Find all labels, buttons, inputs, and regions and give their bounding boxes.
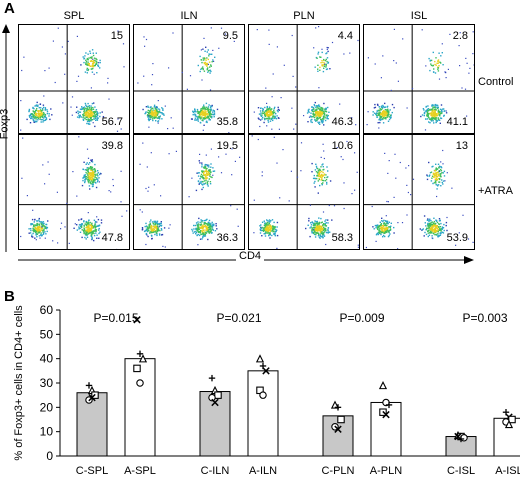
bar-c-spl [76, 392, 108, 457]
quadrant-lower-right-value: 53.9 [446, 232, 468, 244]
y-tick-label: 40 [40, 352, 54, 366]
column-header-isl: ISL [410, 10, 428, 22]
quadrant-lower-right-value: 47.8 [101, 232, 123, 244]
data-point-triangle [330, 400, 340, 409]
data-point-circle [460, 434, 468, 442]
column-header-iln: ILN [180, 10, 198, 22]
data-point-cross [88, 393, 96, 402]
y-tick-label: 10 [40, 425, 54, 439]
x-tick-label: A-SPL [124, 465, 156, 477]
data-point-cross [133, 316, 141, 324]
column-header-spl: SPL [63, 10, 85, 22]
quadrant-upper-right-value: 4.4 [337, 30, 353, 42]
data-point-circle [259, 391, 267, 399]
bar-c-pln [322, 415, 354, 457]
data-point-triangle [504, 419, 514, 429]
x-tick-label: C-ILN [201, 465, 230, 477]
y-tick-label: 50 [40, 327, 54, 341]
y-axis-label: % of Foxp3+ cells in CD4+ cells [13, 305, 25, 461]
flow-panel-atra-pln: 10.6 58.3 [248, 134, 360, 250]
data-point-square [214, 391, 222, 399]
quadrant-lower-right-value: 56.7 [101, 116, 123, 128]
foxp3-axis-label: Foxp3 [0, 108, 11, 140]
quadrant-upper-right-value: 9.5 [222, 30, 238, 42]
x-tick-label: C-PLN [321, 465, 354, 477]
quadrant-lower-right-value: 58.3 [331, 232, 353, 244]
foxp3-axis-arrow [2, 24, 10, 252]
data-point-square [133, 364, 141, 373]
quadrant-upper-right-value: 10.6 [331, 140, 353, 152]
data-point-circle [208, 393, 216, 402]
bar-a-spl [124, 358, 156, 457]
flow-panel-atra-spl: 39.8 47.8 [18, 134, 130, 250]
data-point-plus [136, 350, 144, 357]
data-point-square [337, 415, 345, 424]
panel-a-letter: A [4, 0, 15, 17]
x-tick-label: A-PLN [370, 465, 402, 477]
x-tick-label: C-ISL [447, 465, 475, 477]
data-point-plus [85, 382, 93, 389]
flow-panel-atra-iln: 19.5 36.3 [133, 134, 245, 250]
row-label-control: Control [478, 76, 514, 88]
bar-c-iln [199, 391, 231, 457]
quadrant-upper-right-value: 2.8 [452, 30, 468, 42]
flow-panel-control-pln: 4.4 46.3 [248, 24, 360, 134]
quadrant-lower-right-value: 46.3 [331, 116, 353, 128]
flow-panel-atra-isl: 13 53.9 [363, 134, 475, 250]
data-point-triangle [378, 381, 388, 390]
y-tick-label: 60 [40, 303, 54, 317]
flow-panel-control-spl: 15 56.7 [18, 24, 130, 134]
x-tick-label: A-ILN [249, 465, 277, 477]
y-tick-label: 20 [40, 400, 54, 414]
quadrant-lower-right-value: 36.3 [216, 232, 238, 244]
quadrant-upper-right-value: 15 [110, 30, 123, 42]
data-point-plus [457, 435, 465, 443]
data-point-cross [262, 367, 270, 375]
bar-chart: 0 10 20 30 40 50 60 % of Foxp3+ cells in CD4+ c… [13, 303, 520, 477]
quadrant-upper-right-value: 39.8 [101, 140, 123, 152]
data-point-circle [136, 379, 144, 387]
data-point-plus [208, 374, 216, 382]
p-value-label: P=0.003 [462, 311, 507, 325]
row-label-atra: +ATRA [478, 185, 513, 197]
data-point-plus [334, 404, 342, 411]
x-tick-label: C-SPL [76, 465, 108, 477]
x-tick-label: A-ISL [495, 465, 520, 477]
data-point-cross [211, 398, 219, 407]
data-point-triangle [255, 354, 265, 363]
data-point-cross [382, 410, 390, 419]
quadrant-upper-right-value: 19.5 [216, 140, 238, 152]
bar-a-iln [247, 370, 279, 457]
data-point-triangle [138, 354, 148, 363]
quadrant-lower-right-value: 41.1 [446, 116, 468, 128]
column-header-pln: PLN [293, 10, 315, 22]
p-value-label: P=0.015 [93, 311, 138, 325]
p-value-label: P=0.021 [216, 311, 261, 325]
flow-panel-control-isl: 2.8 41.1 [363, 24, 475, 134]
data-point-cross [334, 425, 342, 433]
y-tick-label: 30 [40, 376, 54, 390]
y-tick-label: 0 [46, 449, 53, 463]
quadrant-lower-right-value: 35.8 [216, 116, 238, 128]
p-value-label: P=0.009 [339, 311, 384, 325]
panel-b-letter: B [4, 288, 15, 305]
data-point-plus [385, 401, 393, 409]
cd4-axis-label: CD4 [236, 250, 265, 262]
quadrant-upper-right-value: 13 [455, 140, 468, 152]
flow-panel-control-iln: 9.5 35.8 [133, 24, 245, 134]
